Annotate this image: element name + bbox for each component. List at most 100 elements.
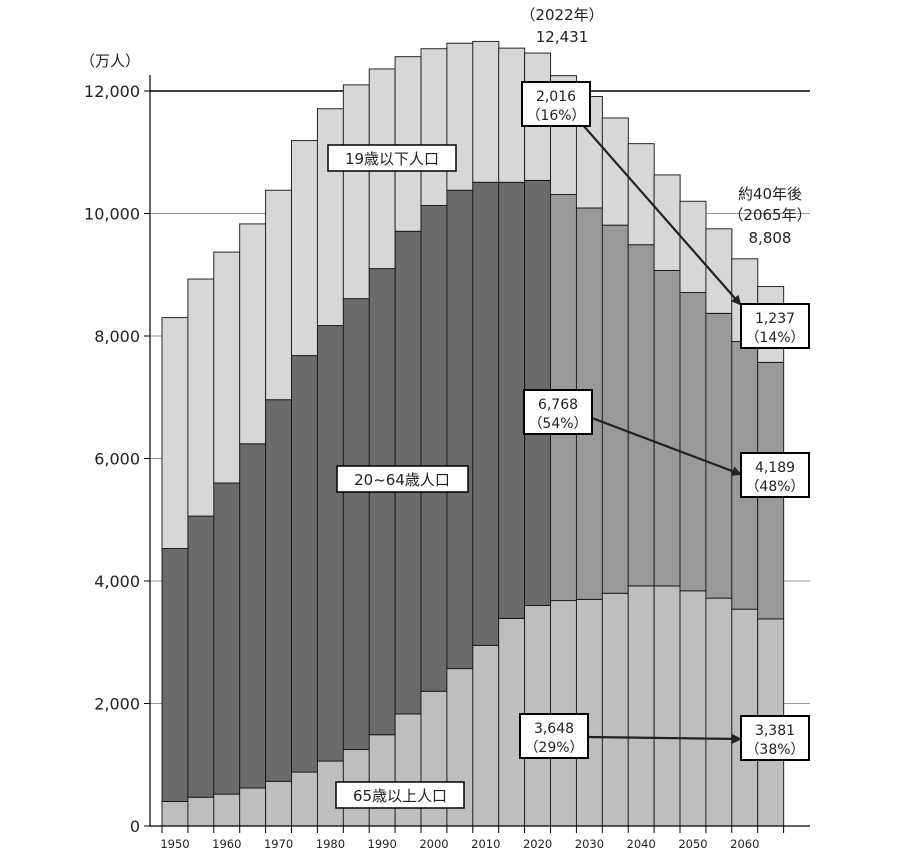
axes	[149, 75, 810, 827]
svg-text:（38%）: （38%）	[745, 742, 804, 758]
working-2022-box: 6,768 （54%）	[523, 389, 593, 435]
bar-segment	[601, 592, 629, 827]
old-change-arrow	[587, 733, 742, 744]
x-tick-label: 2030	[575, 837, 604, 851]
bar-segment	[291, 140, 318, 357]
x-tick-label: 1970	[264, 837, 293, 851]
svg-text:19歳以下人口: 19歳以下人口	[345, 150, 439, 168]
bar-segment	[239, 443, 267, 789]
bar-segment	[420, 205, 448, 692]
x-tick-label: 1950	[160, 837, 189, 851]
bar-segment	[239, 223, 267, 445]
svg-text:3,648: 3,648	[534, 721, 574, 737]
bar-segment	[627, 244, 655, 587]
bar-segment	[653, 270, 681, 587]
bar-segment	[420, 48, 448, 206]
working-2065-box: 4,189 （48%）	[740, 452, 810, 498]
bar-segment	[316, 325, 344, 762]
bar-segment	[265, 189, 293, 401]
bar-segment	[161, 548, 189, 802]
y-tick-labels: 0 2,000 4,000 6,000 8,000 10,000 12,000	[84, 82, 140, 836]
bar-segment	[679, 590, 707, 827]
peak-value-label: 12,431	[536, 28, 589, 46]
work-change-arrow	[591, 416, 742, 476]
svg-text:3,381: 3,381	[755, 723, 795, 739]
young-change-arrow	[581, 123, 742, 306]
bar-segment	[187, 796, 215, 827]
y-tick-label: 4,000	[94, 572, 140, 591]
bar-segment	[368, 268, 396, 736]
y-tick-label: 10,000	[84, 205, 140, 224]
young-2022-box: 2,016 （16%）	[521, 81, 591, 127]
svg-text:（29%）: （29%）	[524, 740, 583, 756]
svg-text:1,237: 1,237	[755, 311, 795, 327]
bar-segment	[472, 644, 500, 827]
bar-segment	[705, 597, 733, 827]
bar-segment	[627, 585, 655, 827]
svg-text:（48%）: （48%）	[745, 479, 804, 495]
bar-segment	[679, 292, 707, 592]
bar-segment	[653, 585, 681, 827]
bar-segment	[575, 598, 603, 827]
svg-text:（14%）: （14%）	[745, 330, 804, 346]
x-tick-label: 1960	[212, 837, 241, 851]
x-tick-label: 1990	[368, 837, 397, 851]
bar-segment	[213, 793, 241, 827]
y-tick-label: 2,000	[94, 695, 140, 714]
x-tick-label: 1980	[316, 837, 345, 851]
bar-segment	[265, 780, 293, 827]
bar-segment	[239, 787, 267, 827]
elderly-2065-box: 3,381 （38%）	[740, 715, 810, 761]
bar-segment	[368, 734, 396, 827]
bar-segment	[291, 771, 318, 827]
y-tick-label: 8,000	[94, 327, 140, 346]
bar-segment	[213, 251, 241, 484]
bar-segment	[679, 200, 707, 293]
y-tick-label: 0	[130, 817, 140, 836]
bar-segment	[627, 143, 655, 246]
x-tick-label: 2010	[471, 837, 500, 851]
bar-stack-group	[161, 40, 785, 827]
bar-segment	[394, 713, 422, 827]
bar-segment	[316, 108, 344, 327]
bar-segment	[187, 515, 215, 798]
bar-segment	[653, 174, 681, 271]
bar-segment	[342, 84, 370, 300]
x-tick-label: 2000	[419, 837, 448, 851]
bar-segment	[472, 40, 500, 183]
x-tick-label: 2060	[730, 837, 759, 851]
future-value-label: 8,808	[749, 229, 792, 247]
bar-segment	[472, 181, 500, 646]
series-label-young: 19歳以下人口	[327, 144, 457, 172]
bar-segment	[187, 278, 215, 517]
young-2065-box: 1,237 （14%）	[740, 303, 810, 349]
y-unit-label: （万人）	[80, 52, 140, 70]
svg-text:6,768: 6,768	[538, 397, 578, 413]
bar-segment	[161, 317, 189, 549]
bar-segment	[705, 312, 733, 599]
bar-segment	[446, 189, 474, 670]
y-tick-label: 12,000	[84, 82, 140, 101]
y-tick-label: 6,000	[94, 450, 140, 469]
series-label-working: 20~64歳人口	[336, 465, 469, 493]
future-label-line1: 約40年後	[738, 185, 802, 203]
elderly-2022-box: 3,648 （29%）	[519, 713, 589, 759]
series-label-elderly: 65歳以上人口	[335, 781, 465, 809]
bar-segment	[498, 47, 526, 183]
bar-segment	[601, 224, 629, 594]
bar-segment	[213, 482, 241, 795]
svg-text:（16%）: （16%）	[526, 108, 585, 124]
x-tick-labels: 1950 1960 1970 1980 1990 2000 2010 2020 2030 2040…	[160, 826, 785, 851]
svg-text:（54%）: （54%）	[528, 416, 587, 432]
svg-text:4,189: 4,189	[755, 460, 795, 476]
x-tick-label: 2050	[678, 837, 707, 851]
bar-segment	[498, 181, 526, 619]
svg-text:20~64歳人口: 20~64歳人口	[354, 471, 450, 489]
future-label-line2: （2065年）	[728, 206, 811, 224]
bar-segment	[342, 298, 370, 750]
svg-text:65歳以上人口: 65歳以上人口	[353, 787, 447, 805]
bar-segment	[161, 801, 189, 827]
x-tick-label: 2040	[627, 837, 656, 851]
bar-segment	[394, 56, 422, 232]
